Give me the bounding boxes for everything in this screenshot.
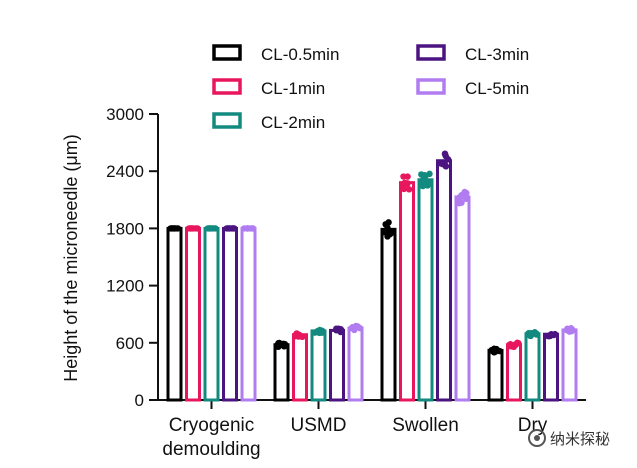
bar bbox=[185, 226, 201, 402]
data-point bbox=[192, 225, 199, 232]
legend-swatch bbox=[416, 44, 446, 61]
legend-swatch bbox=[212, 44, 242, 61]
data-point bbox=[382, 221, 389, 228]
data-point bbox=[356, 324, 364, 332]
y-tick-label: 1200 bbox=[106, 277, 144, 296]
data-point bbox=[527, 332, 535, 339]
data-point bbox=[314, 327, 321, 335]
data-point bbox=[384, 228, 391, 235]
y-tick-label: 2400 bbox=[106, 162, 144, 181]
data-point bbox=[400, 173, 407, 180]
x-tick-label: USMD bbox=[291, 415, 347, 436]
data-point bbox=[275, 340, 282, 347]
y-tick-label: 0 bbox=[135, 391, 144, 410]
bar bbox=[399, 181, 415, 402]
data-point bbox=[455, 194, 462, 202]
legend-swatch bbox=[212, 112, 242, 129]
bar bbox=[524, 332, 541, 402]
y-axis: 0 600 1200 1800 2400 3000 bbox=[106, 105, 159, 410]
bar bbox=[166, 226, 183, 402]
bar bbox=[240, 226, 257, 402]
data-point bbox=[223, 225, 230, 232]
x-tick-label: Cryogenic demoulding bbox=[162, 415, 260, 460]
data-point bbox=[568, 328, 575, 335]
data-point bbox=[426, 170, 433, 178]
data-point bbox=[349, 324, 356, 331]
bar bbox=[417, 178, 434, 402]
legend-label: CL-3min bbox=[465, 45, 529, 64]
y-axis-title: Height of the microneedle (μm) bbox=[61, 134, 81, 381]
bar bbox=[561, 328, 578, 402]
bar bbox=[487, 348, 504, 402]
watermark: 纳米探秘 bbox=[528, 426, 610, 450]
data-point bbox=[299, 333, 306, 341]
legend-label: CL-1min bbox=[261, 79, 325, 98]
legend-swatch bbox=[416, 78, 446, 95]
data-point bbox=[171, 225, 178, 232]
legend-label: CL-2min bbox=[261, 113, 325, 132]
data-point bbox=[462, 194, 469, 201]
data-point bbox=[209, 225, 217, 232]
data-point bbox=[318, 327, 326, 334]
y-tick-label: 3000 bbox=[106, 105, 144, 124]
wechat-eye-icon bbox=[528, 429, 546, 447]
bar bbox=[310, 329, 327, 402]
data-point bbox=[245, 225, 252, 232]
points bbox=[167, 150, 576, 356]
bar bbox=[222, 226, 238, 402]
data-point bbox=[228, 225, 235, 232]
bar bbox=[436, 159, 452, 402]
legend: CL-0.5min CL-1min CL-2min CL-3min CL-5min bbox=[212, 44, 529, 132]
bar bbox=[454, 195, 471, 402]
data-point bbox=[336, 326, 344, 334]
y-tick-label: 1800 bbox=[106, 219, 144, 238]
legend-label: CL-0.5min bbox=[261, 45, 339, 64]
data-point bbox=[441, 150, 449, 157]
bars bbox=[166, 159, 578, 402]
data-point bbox=[456, 200, 463, 207]
bar bbox=[506, 343, 522, 402]
data-point bbox=[489, 346, 497, 354]
bar bbox=[543, 332, 559, 402]
bar bbox=[292, 333, 308, 402]
bar bbox=[329, 328, 345, 402]
data-point bbox=[463, 189, 470, 197]
data-point bbox=[399, 181, 406, 188]
data-point bbox=[547, 331, 555, 338]
data-point bbox=[281, 341, 288, 348]
x-tick-label: Swollen bbox=[392, 415, 459, 436]
data-point bbox=[426, 178, 433, 185]
watermark-text: 纳米探秘 bbox=[550, 429, 611, 448]
data-point bbox=[419, 182, 427, 190]
legend-label: CL-5min bbox=[465, 79, 529, 98]
legend-swatch bbox=[212, 78, 242, 95]
data-point bbox=[506, 342, 513, 350]
bar bbox=[273, 343, 290, 402]
bar bbox=[203, 226, 220, 402]
bar bbox=[347, 326, 364, 402]
data-point bbox=[515, 340, 522, 347]
data-point bbox=[405, 186, 413, 193]
bar bbox=[380, 227, 397, 402]
data-point bbox=[421, 171, 428, 179]
y-tick-label: 600 bbox=[116, 334, 144, 353]
data-point bbox=[439, 160, 446, 167]
